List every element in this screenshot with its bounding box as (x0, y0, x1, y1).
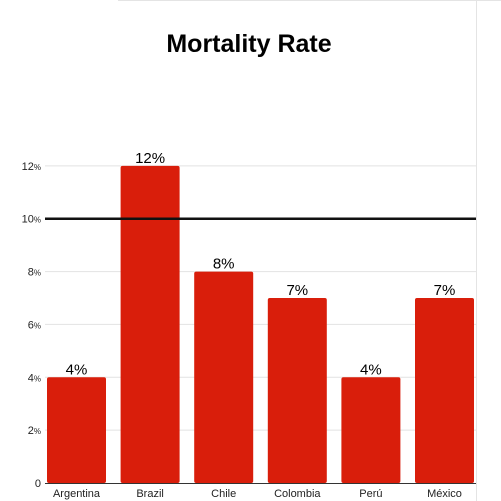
bars (47, 165, 474, 483)
data-label: 12% (135, 150, 165, 167)
y-tick-suffix: % (34, 216, 41, 225)
bar (120, 165, 180, 483)
y-axis-ticks: 02%4%6%8%10%12% (22, 161, 41, 490)
chart-title: Mortality Rate (166, 30, 331, 58)
y-tick-label: 0 (35, 478, 41, 490)
y-tick-value: 6 (28, 319, 34, 331)
x-category-label: Perú (359, 488, 382, 500)
y-tick-label: 6% (28, 319, 41, 331)
data-label: 8% (213, 256, 235, 273)
y-tick-label: 12% (22, 161, 41, 173)
x-category-label: Argentina (53, 488, 101, 500)
data-label: 7% (434, 282, 456, 299)
y-tick-suffix: % (34, 321, 41, 330)
y-tick-value: 12 (22, 161, 34, 173)
x-axis-labels: Argentina Brazil Chile Colombia Perú México (53, 488, 462, 500)
y-tick-label: 8% (28, 267, 41, 279)
x-category-label: Colombia (274, 488, 321, 500)
y-tick-label: 2% (28, 425, 41, 437)
y-tick-suffix: % (34, 163, 41, 172)
bar (341, 377, 401, 483)
y-tick-value: 0 (35, 478, 41, 490)
y-tick-value: 10 (22, 214, 34, 226)
x-category-label: México (427, 488, 462, 500)
x-category-label: Brazil (136, 488, 164, 500)
y-tick-label: 4% (28, 372, 41, 384)
y-tick-value: 4 (28, 372, 34, 384)
x-category-label: Chile (211, 488, 236, 500)
bar (194, 271, 254, 483)
data-label: 7% (286, 282, 308, 299)
y-tick-suffix: % (34, 269, 41, 278)
bar (415, 298, 474, 483)
y-tick-value: 2 (28, 425, 34, 437)
bar (47, 377, 106, 483)
data-labels: 4% 12% 8% 7% 4% 7% (66, 150, 456, 378)
gridlines (45, 165, 476, 484)
y-tick-suffix: % (34, 374, 41, 383)
y-tick-value: 8 (28, 267, 34, 279)
y-tick-label: 10% (22, 214, 41, 226)
data-label: 4% (66, 361, 88, 378)
data-label: 4% (360, 361, 382, 378)
bar (267, 298, 327, 483)
y-tick-suffix: % (34, 427, 41, 436)
